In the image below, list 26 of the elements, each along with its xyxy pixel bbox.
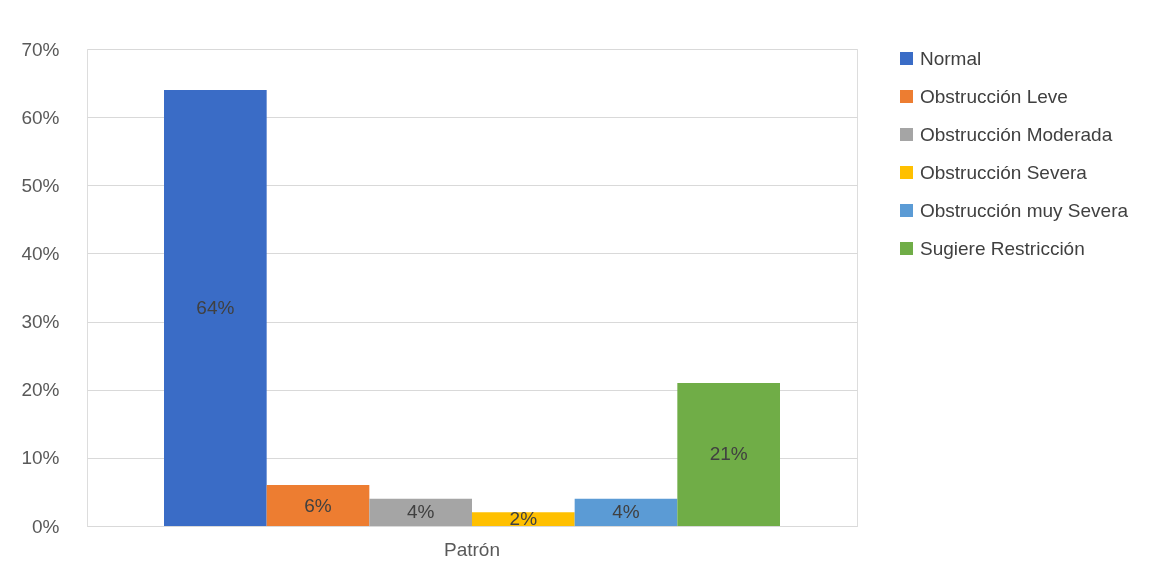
legend-label: Obstrucción muy Severa (920, 199, 1129, 221)
y-tick-label: 70% (21, 38, 60, 60)
bar (266, 485, 370, 526)
legend-label: Obstrucción Moderada (920, 123, 1113, 145)
bar (164, 89, 267, 526)
data-label: 21% (709, 443, 748, 465)
y-tick-label: 40% (21, 242, 60, 264)
data-label: 4% (612, 501, 640, 523)
legend-label: Normal (920, 47, 982, 69)
data-label: 4% (406, 501, 435, 523)
x-tick-label: Patrón (444, 538, 500, 560)
bar (677, 382, 780, 526)
legend-label: Sugiere Restricción (920, 237, 1085, 259)
data-label: 2% (509, 508, 538, 530)
y-tick-label: 50% (21, 174, 60, 196)
y-tick-label: 0% (32, 515, 60, 537)
data-label: 6% (304, 494, 332, 516)
data-label: 64% (196, 296, 235, 318)
y-tick-label: 20% (21, 379, 60, 401)
legend-label: Obstrucción Severa (920, 161, 1088, 183)
bar (574, 498, 678, 526)
y-tick-label: 10% (21, 447, 60, 469)
legend-label: Obstrucción Leve (920, 85, 1068, 107)
bar (369, 498, 472, 526)
y-tick-label: 30% (21, 311, 60, 333)
y-tick-label: 60% (21, 106, 60, 128)
